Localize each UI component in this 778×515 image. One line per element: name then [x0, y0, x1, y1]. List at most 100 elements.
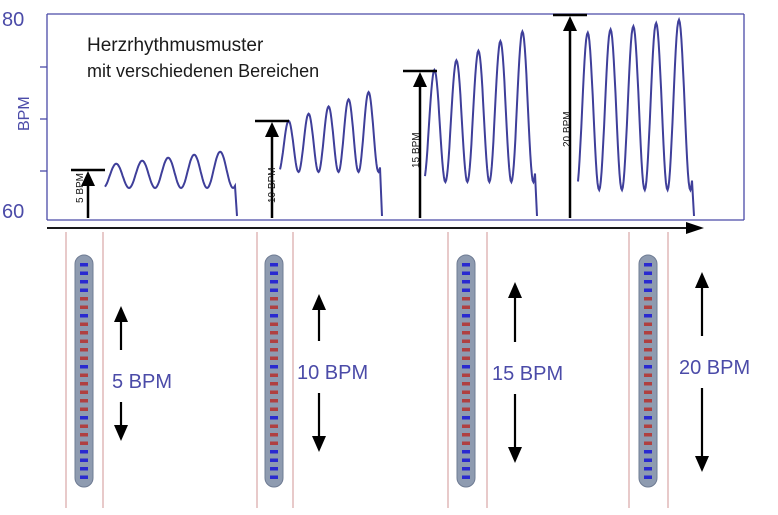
strip-mark-blue [644, 475, 652, 479]
strip-mark-red [270, 297, 278, 301]
strip-mark-blue [462, 416, 470, 420]
sensor-strip [264, 254, 284, 488]
strip-mark-blue [80, 416, 88, 420]
sensor-strip [638, 254, 658, 488]
strip-mark-blue [462, 280, 470, 284]
strip-mark-blue [80, 288, 88, 292]
strip-mark-red [644, 356, 652, 360]
strip-mark-blue [462, 458, 470, 462]
strip-mark-blue [270, 280, 278, 284]
range-arrows-group: 5 BPM 10 BPM 15 BPM 20 BPM [71, 13, 587, 218]
chart-range-label: 15 BPM [411, 132, 422, 168]
strip-mark-blue [270, 416, 278, 420]
strip-mark-blue [80, 475, 88, 479]
strip-mark-red [644, 297, 652, 301]
waveform-group [104, 16, 695, 217]
waveform-1 [104, 150, 238, 217]
strip-mark-red [270, 407, 278, 411]
strip-mark-red [80, 348, 88, 352]
down-arrow-icon [114, 425, 128, 441]
sensor-strip [456, 254, 476, 488]
strip-mark-red [80, 331, 88, 335]
strip-mark-red [80, 339, 88, 343]
strip-mark-red [644, 424, 652, 428]
strip-mark-red [462, 390, 470, 394]
strip-mark-blue [462, 467, 470, 471]
strip-range-label: 10 BPM [297, 362, 368, 384]
strip-mark-red [462, 433, 470, 437]
strip-mark-blue [270, 450, 278, 454]
strip-mark-red [644, 433, 652, 437]
down-arrow-icon [508, 447, 522, 463]
strip-mark-blue [644, 271, 652, 275]
strip-mark-blue [270, 365, 278, 369]
up-arrow-icon [265, 122, 279, 137]
y-axis-label: BPM [16, 96, 33, 131]
strip-range-label: 15 BPM [492, 363, 563, 385]
strip-mark-red [270, 441, 278, 445]
strip-mark-blue [644, 365, 652, 369]
strip-mark-red [644, 339, 652, 343]
chart-range-label: 5 BPM [75, 173, 86, 203]
strip-mark-red [462, 424, 470, 428]
strip-mark-blue [462, 263, 470, 267]
strip-mark-blue [80, 467, 88, 471]
up-arrow-icon [312, 294, 326, 310]
strip-mark-red [80, 441, 88, 445]
strip-mark-red [270, 424, 278, 428]
strip-mark-blue [80, 263, 88, 267]
strip-mark-red [462, 399, 470, 403]
waveform-4 [577, 16, 695, 217]
title-line-2: mit verschiedenen Bereichen [87, 61, 320, 81]
strip-mark-red [270, 322, 278, 326]
strip-mark-blue [80, 271, 88, 275]
strip-mark-blue [80, 314, 88, 318]
down-arrow-icon [695, 456, 709, 472]
chart-range-label: 10 BPM [267, 167, 278, 203]
strip-mark-red [644, 390, 652, 394]
y-tick-label-top: 80 [2, 9, 24, 31]
strip-mark-red [644, 305, 652, 309]
strip-mark-red [462, 407, 470, 411]
strip-mark-blue [270, 458, 278, 462]
up-arrow-icon [695, 272, 709, 288]
strip-mark-red [644, 441, 652, 445]
strip-mark-blue [80, 365, 88, 369]
strip-mark-blue [462, 450, 470, 454]
strip-mark-red [80, 297, 88, 301]
strip-mark-red [270, 331, 278, 335]
strip-mark-red [644, 373, 652, 377]
strip-mark-red [270, 305, 278, 309]
title-line-1: Herzrhythmusmuster [87, 35, 264, 56]
strip-mark-red [80, 424, 88, 428]
strip-mark-blue [270, 271, 278, 275]
strip-mark-red [270, 356, 278, 360]
strip-mark-red [80, 390, 88, 394]
strip-mark-red [270, 390, 278, 394]
strip-mark-red [462, 373, 470, 377]
strip-mark-red [644, 331, 652, 335]
strip-range-label: 5 BPM [112, 371, 172, 393]
strip-mark-blue [80, 458, 88, 462]
strip-mark-red [462, 348, 470, 352]
up-arrow-icon [81, 171, 95, 186]
strip-group-4: 20 BPM [628, 232, 750, 508]
strip-mark-red [270, 399, 278, 403]
strip-mark-red [80, 305, 88, 309]
strip-mark-blue [644, 467, 652, 471]
strip-mark-red [80, 382, 88, 386]
strip-mark-red [644, 322, 652, 326]
strip-mark-red [80, 407, 88, 411]
waveform-2 [279, 90, 383, 217]
chart-range-label: 20 BPM [562, 111, 573, 147]
strip-mark-red [462, 331, 470, 335]
strip-mark-red [644, 407, 652, 411]
strip-mark-red [644, 399, 652, 403]
waveform-3 [424, 28, 538, 217]
strip-mark-blue [270, 288, 278, 292]
strips-section: 5 BPM 10 BPM 15 BPM 20 BPM [65, 232, 750, 508]
strip-mark-blue [270, 475, 278, 479]
strip-group-3: 15 BPM [447, 232, 563, 508]
strip-mark-red [644, 348, 652, 352]
